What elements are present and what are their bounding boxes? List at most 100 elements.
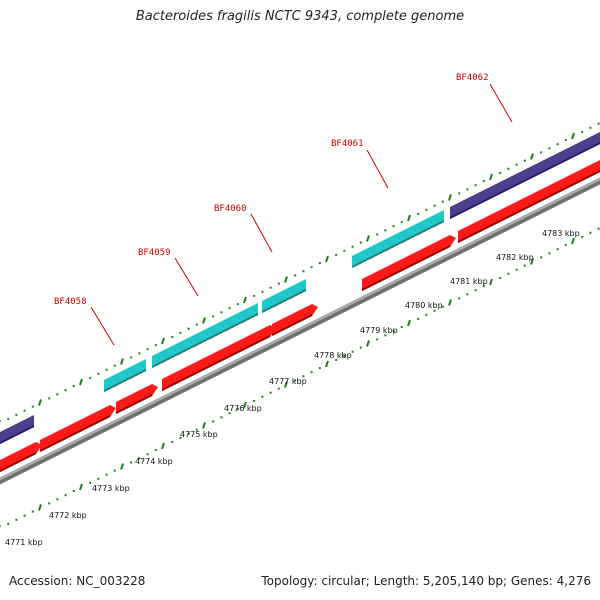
minor-tick-lower — [335, 358, 338, 361]
minor-tick-lower — [277, 387, 280, 390]
scale-label: 4781 kbp — [450, 277, 488, 286]
gene-label-leader — [366, 149, 389, 189]
minor-tick-upper — [384, 229, 387, 232]
minor-tick-lower — [400, 326, 403, 329]
gene-label-leader — [489, 83, 513, 123]
minor-tick-lower — [31, 510, 34, 513]
minor-tick-lower — [146, 453, 149, 456]
major-tick-lower — [120, 463, 124, 470]
minor-tick-upper — [187, 327, 190, 330]
minor-tick-lower — [359, 346, 362, 349]
major-tick-lower — [38, 504, 42, 511]
minor-tick-upper — [548, 147, 551, 150]
major-tick-lower — [202, 422, 206, 429]
gene-bar-cyan-edge — [103, 369, 147, 392]
minor-tick-upper — [195, 323, 198, 326]
minor-tick-upper — [335, 253, 338, 256]
cds-bar-red — [272, 304, 318, 336]
map-title: Bacteroides fragilis NCTC 9343, complete… — [135, 9, 465, 24]
label-layer: 4771 kbp 4772 kbp 4773 kbp 4774 kbp 4775 kbp… — [5, 73, 580, 547]
minor-tick-lower — [15, 518, 18, 521]
minor-tick-lower — [23, 514, 26, 517]
major-tick-upper — [407, 214, 411, 222]
scale-label: 4782 kbp — [496, 253, 534, 262]
cds-bar-red-edge — [457, 169, 600, 243]
minor-tick-lower — [499, 276, 502, 279]
minor-tick-upper — [540, 151, 543, 154]
major-tick-upper — [366, 235, 370, 242]
minor-tick-lower — [72, 490, 75, 493]
scale-label: 4783 kbp — [542, 229, 580, 238]
cds-bar-red — [40, 405, 116, 452]
minor-tick-lower — [236, 408, 239, 411]
major-tick-upper — [120, 358, 124, 365]
major-tick-upper — [79, 378, 83, 386]
minor-tick-lower — [417, 317, 420, 320]
scale-label: 4779 kbp — [360, 326, 398, 335]
major-tick-lower — [366, 340, 370, 347]
major-tick-upper — [38, 399, 42, 406]
cds-bar-red-edge — [115, 394, 153, 414]
gene-bar-cyan — [262, 279, 306, 313]
minor-tick-upper — [564, 139, 567, 142]
major-tick-upper — [325, 255, 329, 263]
minor-tick-upper — [589, 126, 592, 129]
minor-tick-upper — [515, 163, 518, 166]
minor-tick-lower — [556, 248, 559, 251]
minor-tick-lower — [523, 264, 526, 267]
gene-label: BF4060 — [214, 204, 247, 214]
minor-tick-upper — [31, 405, 34, 408]
minor-tick-lower — [261, 395, 264, 398]
minor-tick-lower — [48, 502, 51, 505]
minor-tick-lower — [179, 436, 182, 439]
cds-bar-red-edge — [361, 245, 451, 291]
minor-tick-lower — [220, 416, 223, 419]
gene-label: BF4062 — [456, 73, 489, 83]
minor-tick-upper — [556, 143, 559, 146]
cds-bar-red — [116, 384, 158, 414]
minor-tick-upper — [417, 212, 420, 215]
gene-bar-purple — [0, 415, 34, 444]
major-tick-lower — [161, 442, 165, 450]
gene-label-leader — [90, 306, 115, 346]
minor-tick-upper — [113, 364, 116, 367]
minor-tick-lower — [597, 227, 600, 230]
major-tick-upper — [530, 153, 534, 160]
tick-layer — [0, 122, 600, 529]
minor-tick-upper — [64, 389, 67, 392]
minor-tick-upper — [171, 335, 174, 338]
major-tick-upper — [202, 317, 206, 324]
minor-tick-upper — [7, 417, 10, 420]
minor-tick-lower — [138, 457, 141, 460]
cds-bar-red-edge — [39, 415, 111, 452]
minor-tick-lower — [458, 297, 461, 300]
gene-bar-cyan — [352, 210, 444, 268]
minor-tick-lower — [433, 309, 436, 312]
major-tick-upper — [243, 296, 247, 304]
minor-tick-upper — [97, 372, 100, 375]
minor-tick-lower — [187, 432, 190, 435]
minor-tick-lower — [384, 334, 387, 337]
minor-tick-lower — [441, 305, 444, 308]
minor-tick-lower — [302, 375, 305, 378]
minor-tick-lower — [56, 498, 59, 501]
minor-tick-lower — [507, 272, 510, 275]
minor-tick-lower — [228, 412, 231, 415]
minor-tick-upper — [359, 241, 362, 244]
minor-tick-upper — [56, 393, 59, 396]
minor-tick-lower — [154, 449, 157, 452]
gene-label-leader — [250, 213, 273, 253]
major-tick-lower — [79, 483, 83, 491]
backbone-shadow — [0, 177, 600, 485]
minor-tick-upper — [48, 397, 51, 400]
accession-text: Accession: NC_003228 — [9, 574, 146, 588]
minor-tick-upper — [294, 274, 297, 277]
scale-label: 4773 kbp — [92, 484, 130, 493]
minor-tick-lower — [318, 367, 321, 370]
minor-tick-upper — [343, 249, 346, 252]
minor-tick-lower — [171, 440, 174, 443]
major-tick-lower — [530, 258, 534, 265]
minor-tick-lower — [7, 522, 10, 525]
